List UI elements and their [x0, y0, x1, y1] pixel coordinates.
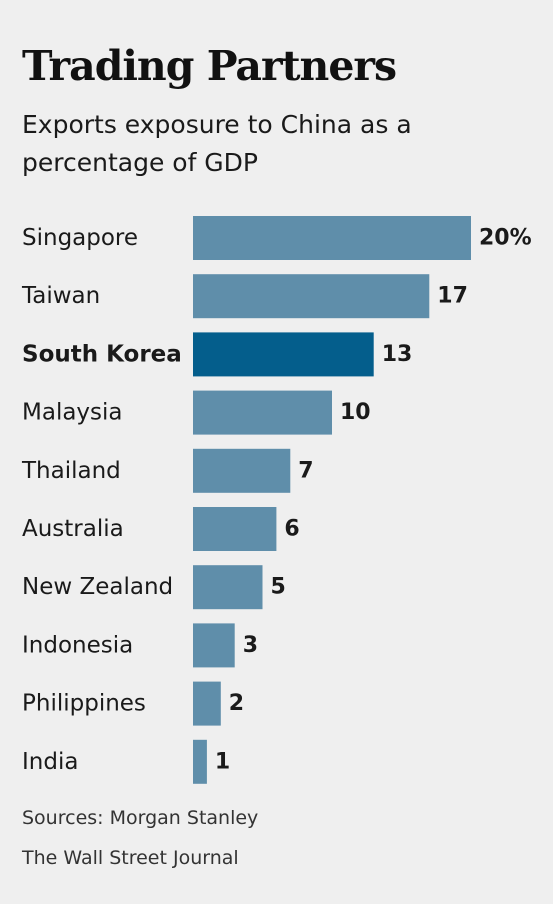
source-line-1: Sources: Morgan Stanley	[22, 807, 259, 829]
category-label-malaysia: Malaysia	[22, 400, 123, 426]
category-label-singapore: Singapore	[22, 225, 138, 251]
value-label-indonesia: 3	[243, 633, 258, 658]
value-label-south-korea: 13	[382, 342, 413, 367]
value-label-australia: 6	[284, 517, 299, 542]
chart-subtitle: Exports exposure to China as a percentag…	[22, 110, 412, 177]
bar-malaysia	[193, 390, 332, 435]
source-line-2: The Wall Street Journal	[22, 847, 239, 869]
bar-indonesia	[193, 623, 235, 668]
bar-australia	[193, 507, 277, 551]
category-label-new-zealand: New Zealand	[22, 574, 173, 600]
bar-taiwan	[193, 274, 430, 319]
value-label-philippines: 2	[229, 691, 244, 716]
value-label-malaysia: 10	[340, 400, 371, 425]
sources: Sources: Morgan Stanley The Wall Street …	[22, 798, 258, 878]
category-label-australia: Australia	[22, 516, 124, 542]
value-label-taiwan: 17	[437, 284, 468, 309]
chart-title: Trading Partners	[22, 42, 397, 90]
bar-south-korea	[193, 332, 374, 377]
bar-singapore	[193, 216, 471, 260]
value-label-singapore: 20%	[479, 226, 532, 251]
category-label-taiwan: Taiwan	[21, 283, 100, 309]
category-label-south-korea: South Korea	[22, 341, 182, 367]
bar-thailand	[193, 448, 291, 493]
category-label-philippines: Philippines	[22, 691, 146, 717]
value-label-india: 1	[215, 749, 230, 774]
bar-philippines	[193, 681, 221, 726]
bar-india	[193, 739, 207, 784]
bar-new-zealand	[193, 565, 263, 610]
value-label-new-zealand: 5	[271, 575, 286, 600]
category-label-indonesia: Indonesia	[22, 632, 133, 658]
category-label-india: India	[22, 749, 78, 775]
category-label-thailand: Thailand	[21, 458, 121, 484]
value-label-thailand: 7	[298, 458, 313, 483]
